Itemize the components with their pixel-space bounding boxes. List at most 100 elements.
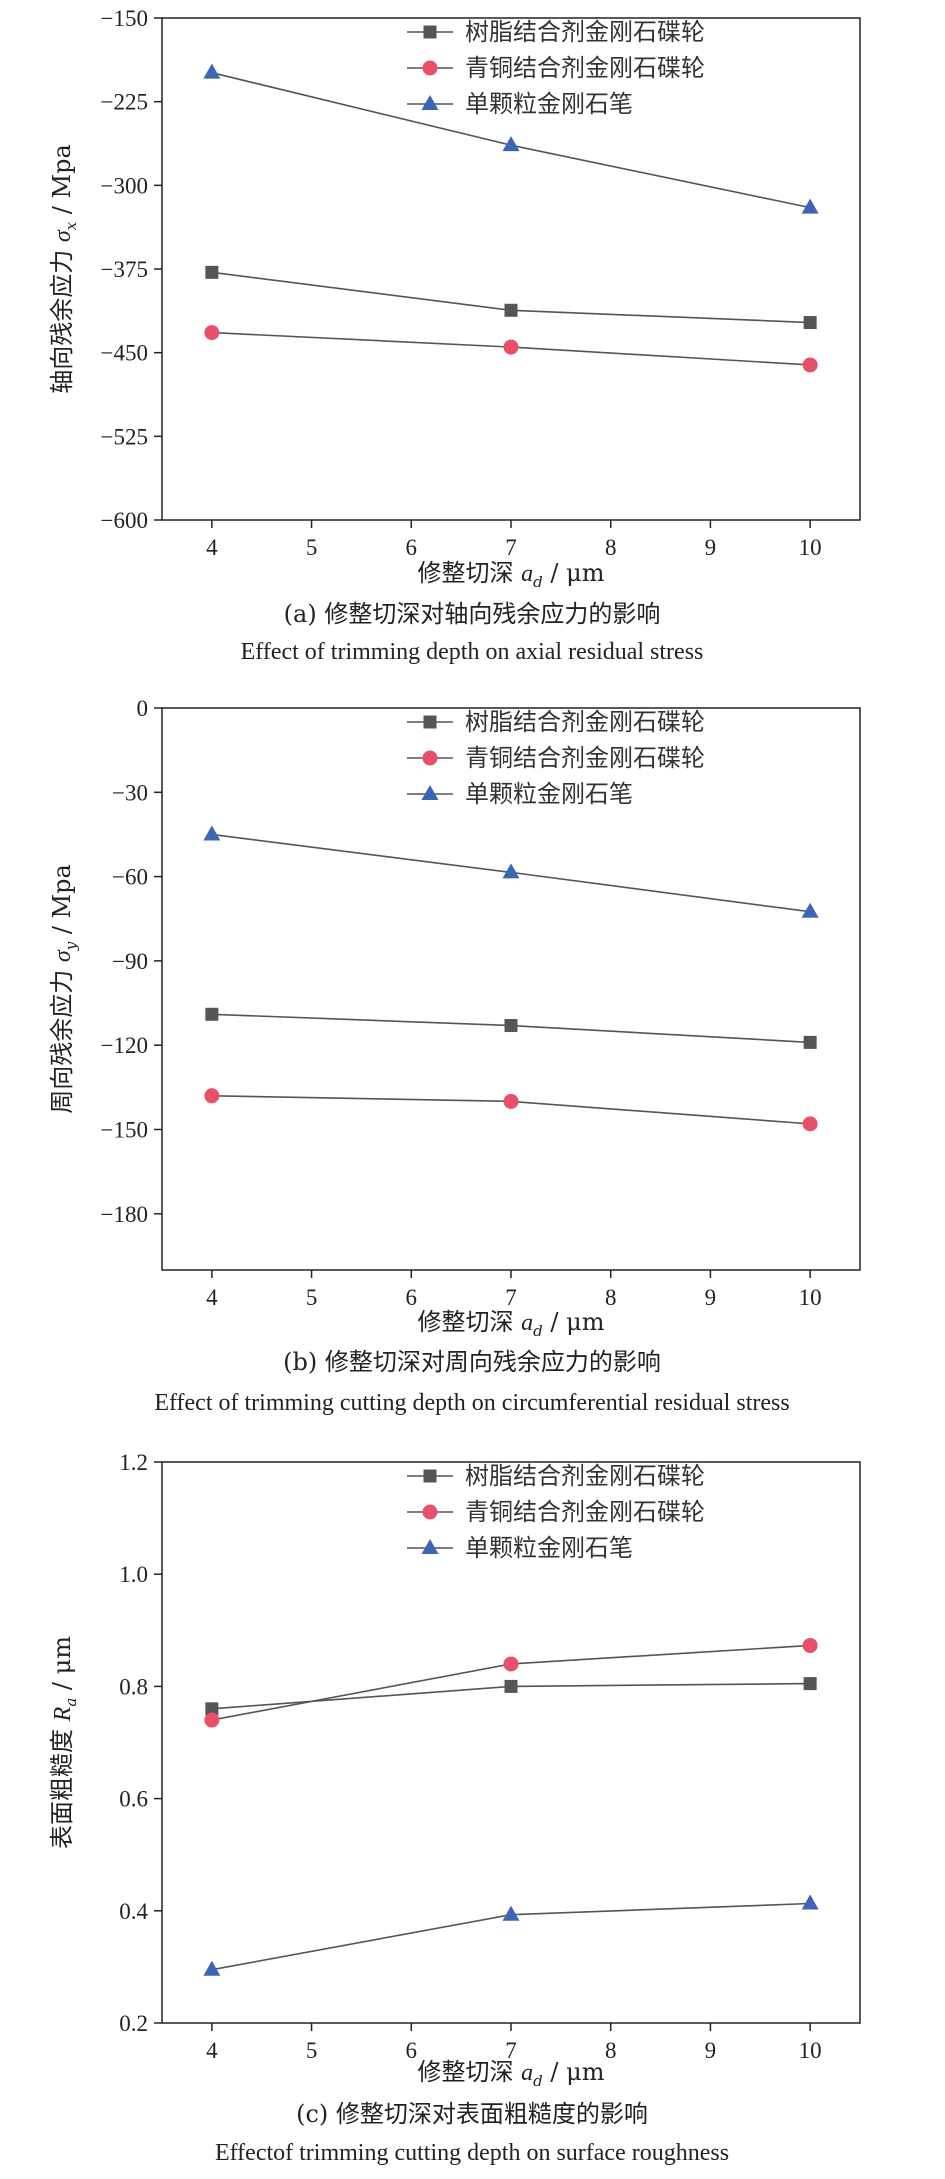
legend-label: 青铜结合剂金刚石碟轮: [465, 744, 705, 772]
x-tick-label: 10: [799, 535, 822, 560]
y-tick-label: 1.2: [119, 1450, 148, 1475]
caption-cn: (b) 修整切深对周向残余应力的影响: [283, 1348, 661, 1376]
y-tick-label: 0.4: [119, 1899, 148, 1924]
data-point-triangle: [801, 1894, 819, 1910]
data-point-triangle: [203, 1960, 221, 1976]
y-axis-label: 表面粗糙度 Ra / μm: [48, 1636, 80, 1849]
y-tick-label: −525: [101, 424, 148, 449]
data-point-triangle: [502, 1905, 520, 1921]
data-point-square: [504, 303, 518, 317]
data-point-circle: [204, 325, 220, 341]
legend-marker-square: [423, 25, 437, 39]
x-tick-label: 7: [505, 535, 517, 560]
data-point-circle: [802, 1116, 818, 1132]
legend-label: 青铜结合剂金刚石碟轮: [465, 1498, 705, 1526]
x-tick-label: 10: [799, 2038, 822, 2063]
y-tick-label: 0.6: [119, 1787, 148, 1812]
y-tick-label: 0.8: [119, 1674, 148, 1699]
x-tick-label: 4: [206, 535, 218, 560]
data-point-circle: [503, 1656, 519, 1672]
y-tick-label: 0: [137, 696, 149, 721]
x-tick-label: 9: [705, 1285, 717, 1310]
y-tick-label: −450: [101, 341, 148, 366]
y-tick-label: −30: [112, 780, 148, 805]
x-tick-label: 5: [306, 1285, 318, 1310]
x-tick-label: 8: [605, 535, 617, 560]
legend-label: 青铜结合剂金刚石碟轮: [465, 54, 705, 82]
chart-b: 0 −30 −60 −90 −120 −150 −180 4 5 6 7 8 9 10 树脂结合剂金刚石碟轮…: [48, 696, 861, 1416]
data-point-square: [205, 265, 219, 279]
data-point-triangle: [203, 63, 221, 79]
legend-label: 单颗粒金刚石笔: [465, 1534, 633, 1562]
y-tick-label: −180: [101, 1202, 148, 1227]
data-point-triangle: [502, 136, 520, 152]
x-axis-label: 修整切深 ad / μm: [418, 2058, 605, 2090]
y-tick-label: −225: [101, 90, 148, 115]
data-point-square: [504, 1019, 518, 1033]
y-axis-label: 周向残余应力 σy / Mpa: [48, 864, 80, 1114]
chart-c: 0.2 0.4 0.6 0.8 1.0 1.2 4 5 6 7 8 9 10 树脂结合剂金刚石碟轮青铜结合…: [48, 1450, 861, 2166]
legend-marker-triangle: [421, 785, 439, 800]
legend-label: 树脂结合剂金刚石碟轮: [465, 18, 705, 46]
x-axis-label: 修整切深 ad / μm: [418, 1308, 605, 1340]
legend-marker-circle: [422, 60, 438, 76]
x-tick-label: 7: [505, 1285, 517, 1310]
data-point-square: [803, 1677, 817, 1691]
legend-marker-triangle: [421, 1539, 439, 1554]
legend-marker-square: [423, 715, 437, 729]
y-tick-label: −90: [112, 949, 148, 974]
y-tick-label: −600: [101, 508, 148, 533]
x-tick-label: 4: [206, 1285, 218, 1310]
x-tick-label: 9: [705, 2038, 717, 2063]
x-tick-label: 6: [406, 2038, 418, 2063]
caption-cn: (c) 修整切深对表面粗糙度的影响: [296, 2100, 648, 2128]
caption-en: Effect of trimming cutting depth on circ…: [154, 1390, 789, 1416]
x-tick-label: 4: [206, 2038, 218, 2063]
y-tick-label: 0.2: [119, 2011, 148, 2036]
y-tick-label: −300: [101, 173, 148, 198]
y-tick-label: −375: [101, 257, 148, 282]
caption-en: Effect of trimming depth on axial residu…: [241, 639, 704, 665]
data-point-square: [803, 1035, 817, 1049]
data-point-triangle: [801, 198, 819, 214]
data-point-triangle: [502, 863, 520, 879]
y-axis-label: 轴向残余应力 σx / Mpa: [48, 144, 80, 394]
x-tick-label: 8: [605, 2038, 617, 2063]
data-point-circle: [503, 1093, 519, 1109]
legend-marker-square: [423, 1469, 437, 1483]
chart-a: −150 −225 −300 −375 −450 −525 −600 4 5 6 7 8 9 10 树脂结合…: [48, 6, 861, 665]
data-point-square: [205, 1007, 219, 1021]
data-point-circle: [204, 1088, 220, 1104]
x-tick-label: 9: [705, 535, 717, 560]
data-point-circle: [802, 1637, 818, 1653]
data-point-circle: [802, 357, 818, 373]
caption-cn: (a) 修整切深对轴向残余应力的影响: [284, 600, 661, 628]
data-point-triangle: [203, 825, 221, 841]
x-tick-label: 6: [406, 535, 418, 560]
data-point-circle: [204, 1712, 220, 1728]
legend-marker-triangle: [421, 95, 439, 110]
caption-en: Effectof trimming cutting depth on surfa…: [215, 2140, 729, 2166]
legend-marker-circle: [422, 750, 438, 766]
y-tick-label: −120: [101, 1033, 148, 1058]
legend-marker-circle: [422, 1504, 438, 1520]
x-tick-label: 5: [306, 2038, 318, 2063]
x-tick-label: 7: [505, 2038, 517, 2063]
data-point-circle: [503, 339, 519, 355]
x-tick-label: 8: [605, 1285, 617, 1310]
y-tick-label: −150: [101, 1118, 148, 1143]
legend-label: 树脂结合剂金刚石碟轮: [465, 1462, 705, 1490]
data-point-square: [803, 316, 817, 330]
data-point-square: [205, 1702, 219, 1716]
legend-label: 单颗粒金刚石笔: [465, 780, 633, 808]
y-tick-label: −150: [101, 6, 148, 31]
x-tick-label: 6: [406, 1285, 418, 1310]
data-point-triangle: [801, 902, 819, 918]
x-tick-label: 10: [799, 1285, 822, 1310]
x-tick-label: 5: [306, 535, 318, 560]
x-axis-label: 修整切深 ad / μm: [418, 559, 605, 591]
